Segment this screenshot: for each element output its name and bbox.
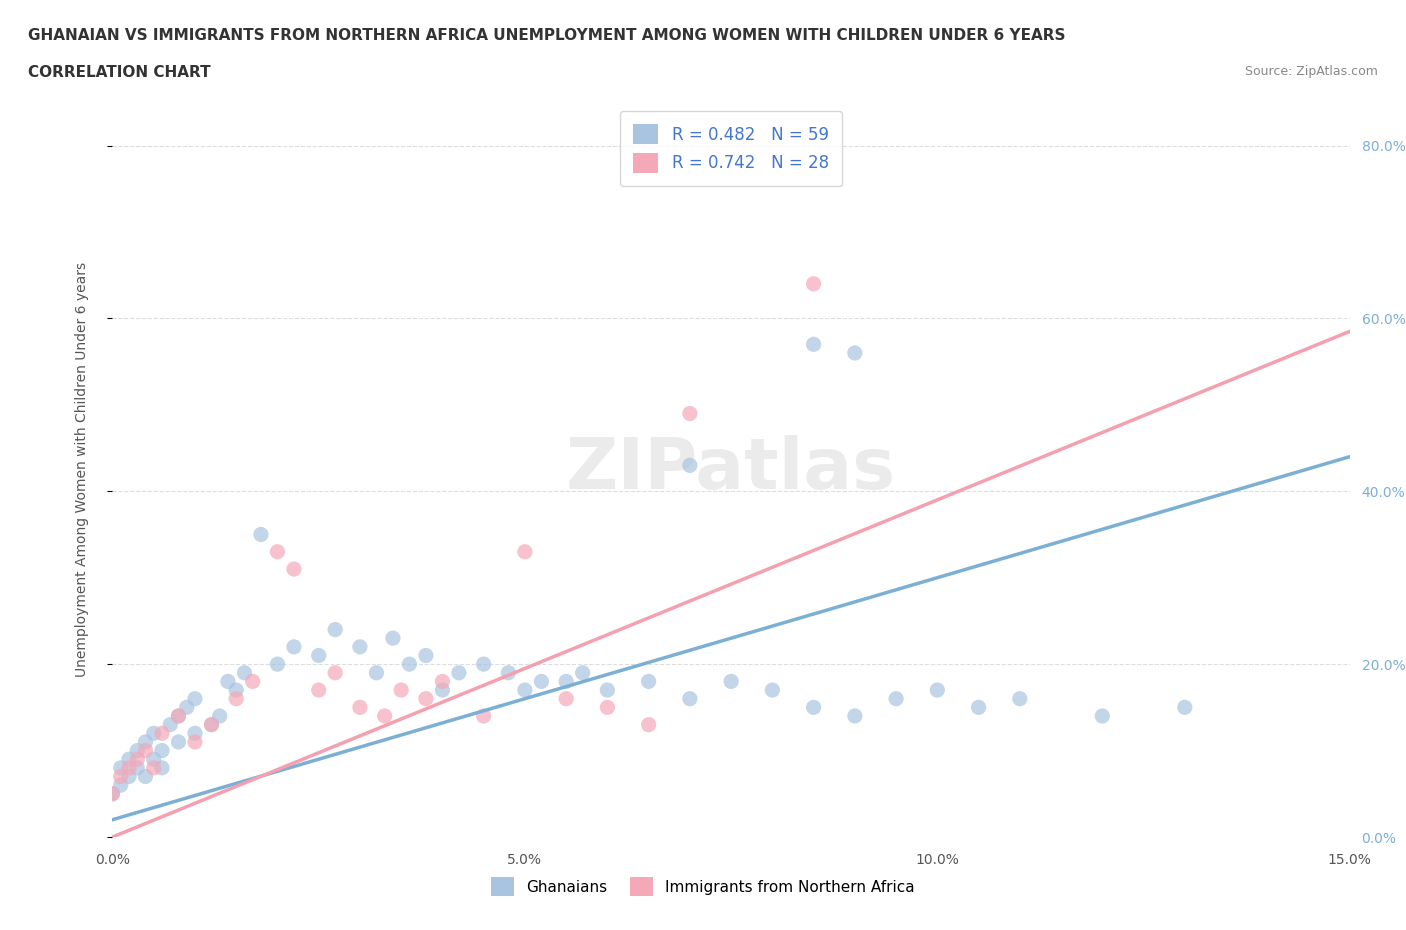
Ghanaians — [679, 458, 702, 472]
Immigrants from Northern Africa — [242, 674, 264, 689]
Ghanaians — [803, 337, 825, 352]
Immigrants from Northern Africa — [389, 683, 412, 698]
Ghanaians — [101, 787, 124, 802]
Immigrants from Northern Africa — [118, 761, 141, 776]
Ghanaians — [150, 743, 173, 758]
Ghanaians — [571, 665, 593, 680]
Ghanaians — [513, 683, 536, 698]
Ghanaians — [150, 761, 173, 776]
Immigrants from Northern Africa — [142, 761, 165, 776]
Ghanaians — [398, 657, 420, 671]
Ghanaians — [266, 657, 288, 671]
Ghanaians — [844, 709, 866, 724]
Immigrants from Northern Africa — [432, 674, 454, 689]
Ghanaians — [803, 700, 825, 715]
Text: GHANAIAN VS IMMIGRANTS FROM NORTHERN AFRICA UNEMPLOYMENT AMONG WOMEN WITH CHILDR: GHANAIAN VS IMMIGRANTS FROM NORTHERN AFR… — [28, 28, 1066, 43]
Immigrants from Northern Africa — [134, 743, 156, 758]
Ghanaians — [200, 717, 222, 732]
Immigrants from Northern Africa — [472, 709, 495, 724]
Ghanaians — [349, 640, 371, 655]
Ghanaians — [142, 751, 165, 766]
Immigrants from Northern Africa — [184, 735, 207, 750]
Immigrants from Northern Africa — [803, 276, 825, 291]
Ghanaians — [127, 743, 149, 758]
Ghanaians — [472, 657, 495, 671]
Ghanaians — [927, 683, 949, 698]
Text: CORRELATION CHART: CORRELATION CHART — [28, 65, 211, 80]
Ghanaians — [134, 769, 156, 784]
Immigrants from Northern Africa — [415, 691, 437, 706]
Immigrants from Northern Africa — [101, 787, 124, 802]
Ghanaians — [596, 683, 619, 698]
Ghanaians — [110, 761, 132, 776]
Ghanaians — [1174, 700, 1197, 715]
Ghanaians — [225, 683, 247, 698]
Ghanaians — [323, 622, 346, 637]
Ghanaians — [498, 665, 520, 680]
Ghanaians — [844, 346, 866, 361]
Ghanaians — [967, 700, 990, 715]
Immigrants from Northern Africa — [637, 717, 659, 732]
Legend: R = 0.482   N = 59, R = 0.742   N = 28: R = 0.482 N = 59, R = 0.742 N = 28 — [620, 111, 842, 186]
Immigrants from Northern Africa — [110, 769, 132, 784]
Ghanaians — [1008, 691, 1031, 706]
Immigrants from Northern Africa — [513, 544, 536, 559]
Ghanaians — [176, 700, 198, 715]
Ghanaians — [415, 648, 437, 663]
Ghanaians — [118, 751, 141, 766]
Ghanaians — [134, 735, 156, 750]
Ghanaians — [308, 648, 330, 663]
Ghanaians — [637, 674, 659, 689]
Ghanaians — [118, 769, 141, 784]
Y-axis label: Unemployment Among Women with Children Under 6 years: Unemployment Among Women with Children U… — [75, 262, 89, 677]
Immigrants from Northern Africa — [374, 709, 396, 724]
Ghanaians — [208, 709, 231, 724]
Ghanaians — [159, 717, 181, 732]
Immigrants from Northern Africa — [283, 562, 305, 577]
Ghanaians — [381, 631, 404, 645]
Ghanaians — [184, 691, 207, 706]
Immigrants from Northern Africa — [323, 665, 346, 680]
Text: Source: ZipAtlas.com: Source: ZipAtlas.com — [1244, 65, 1378, 78]
Ghanaians — [250, 527, 273, 542]
Text: ZIPatlas: ZIPatlas — [567, 435, 896, 504]
Ghanaians — [679, 691, 702, 706]
Immigrants from Northern Africa — [266, 544, 288, 559]
Ghanaians — [142, 725, 165, 740]
Ghanaians — [720, 674, 742, 689]
Immigrants from Northern Africa — [596, 700, 619, 715]
Legend: Ghanaians, Immigrants from Northern Africa: Ghanaians, Immigrants from Northern Afri… — [484, 870, 922, 904]
Ghanaians — [233, 665, 256, 680]
Immigrants from Northern Africa — [167, 709, 190, 724]
Ghanaians — [1091, 709, 1114, 724]
Ghanaians — [555, 674, 578, 689]
Ghanaians — [127, 761, 149, 776]
Immigrants from Northern Africa — [555, 691, 578, 706]
Immigrants from Northern Africa — [127, 751, 149, 766]
Ghanaians — [447, 665, 470, 680]
Ghanaians — [761, 683, 783, 698]
Ghanaians — [184, 725, 207, 740]
Immigrants from Northern Africa — [150, 725, 173, 740]
Ghanaians — [110, 777, 132, 792]
Immigrants from Northern Africa — [679, 406, 702, 421]
Immigrants from Northern Africa — [225, 691, 247, 706]
Immigrants from Northern Africa — [200, 717, 222, 732]
Immigrants from Northern Africa — [308, 683, 330, 698]
Ghanaians — [283, 640, 305, 655]
Ghanaians — [167, 709, 190, 724]
Ghanaians — [217, 674, 239, 689]
Ghanaians — [366, 665, 388, 680]
Ghanaians — [167, 735, 190, 750]
Ghanaians — [432, 683, 454, 698]
Immigrants from Northern Africa — [349, 700, 371, 715]
Ghanaians — [884, 691, 907, 706]
Ghanaians — [530, 674, 553, 689]
